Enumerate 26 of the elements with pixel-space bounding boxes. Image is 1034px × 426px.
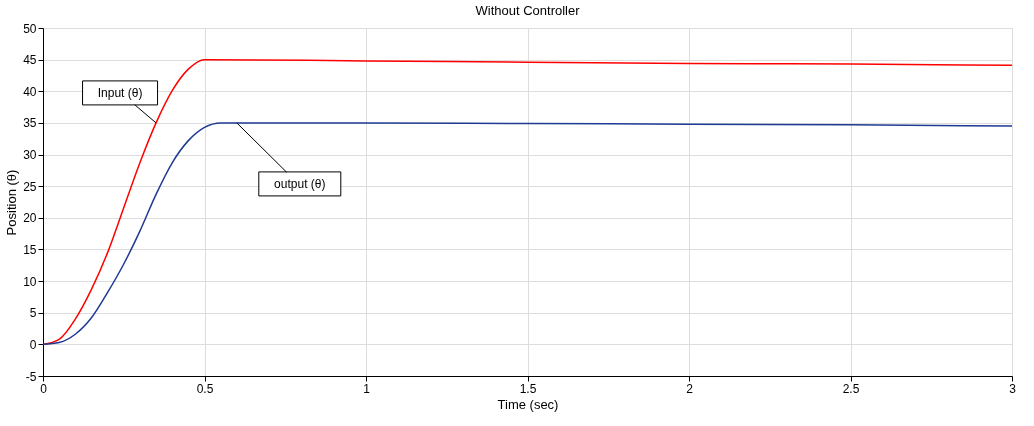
y-tick-label: 25 <box>23 179 37 194</box>
x-tick-label: 0 <box>40 381 48 396</box>
y-tick-label: 0 <box>29 337 37 352</box>
y-tick-label: 40 <box>23 84 37 99</box>
x-tick-label: 2.5 <box>842 381 860 396</box>
line-series <box>42 122 1013 346</box>
y-tick-label: 35 <box>23 116 37 131</box>
y-tick-label: 45 <box>23 53 37 68</box>
y-tick-label: 5 <box>29 306 37 321</box>
y-tick-label: 20 <box>23 211 37 226</box>
x-axis-title: Time (sec) <box>497 396 559 412</box>
y-tick-label: 10 <box>23 274 37 289</box>
x-tick-label: 1 <box>363 381 371 396</box>
x-tick-label: 1.5 <box>519 381 537 396</box>
annotation: Input (θ) <box>97 85 143 100</box>
y-tick-label: 15 <box>23 242 37 257</box>
y-tick-label: 50 <box>23 21 37 36</box>
annotation: output (θ) <box>274 176 326 191</box>
x-tick-label: 3 <box>1009 381 1017 396</box>
line-series <box>42 58 1013 346</box>
chart-title: Without Controller <box>475 3 581 18</box>
x-tick-label: 2 <box>686 381 694 396</box>
y-tick-label: -5 <box>25 369 37 384</box>
y-axis-title: Position (θ) <box>4 169 20 236</box>
y-tick-label: 30 <box>23 148 37 163</box>
x-tick-label: 0.5 <box>196 381 214 396</box>
